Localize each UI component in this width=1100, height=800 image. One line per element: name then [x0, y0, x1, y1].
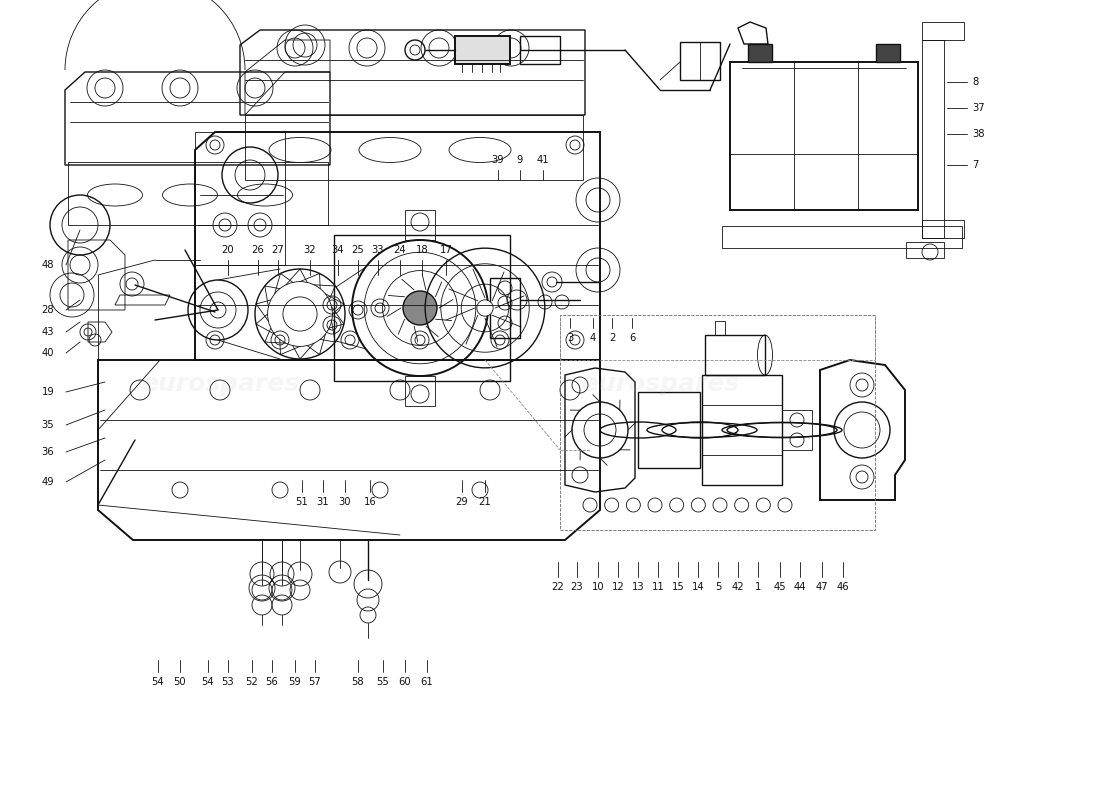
Bar [455, 36, 510, 64]
Text: 53: 53 [222, 677, 234, 687]
Text: eurospares: eurospares [141, 372, 299, 396]
Bar [782, 410, 812, 450]
Text: 39: 39 [492, 155, 504, 165]
Text: 1: 1 [755, 582, 761, 592]
Circle shape [210, 302, 225, 318]
Bar [715, 321, 725, 335]
Text: 25: 25 [352, 245, 364, 255]
Text: 41: 41 [537, 155, 549, 165]
Text: 11: 11 [651, 582, 664, 592]
Bar [922, 40, 944, 238]
Text: 40: 40 [42, 348, 54, 358]
Text: 56: 56 [265, 677, 278, 687]
Text: 50: 50 [174, 677, 186, 687]
Circle shape [403, 291, 437, 325]
Bar [730, 62, 918, 210]
Text: 54: 54 [152, 677, 164, 687]
Text: 16: 16 [364, 497, 376, 507]
Text: 42: 42 [732, 582, 745, 592]
Text: 24: 24 [394, 245, 406, 255]
Text: 10: 10 [592, 582, 604, 592]
Text: 23: 23 [571, 582, 583, 592]
Text: 18: 18 [416, 245, 428, 255]
Text: 14: 14 [692, 582, 704, 592]
Text: 5: 5 [715, 582, 722, 592]
Text: 37: 37 [972, 103, 984, 113]
Text: 61: 61 [420, 677, 433, 687]
Text: 59: 59 [288, 677, 301, 687]
Text: 46: 46 [837, 582, 849, 592]
Text: 12: 12 [612, 582, 625, 592]
Bar [702, 375, 782, 485]
Bar [680, 42, 720, 80]
Text: 48: 48 [42, 260, 54, 270]
Text: eurospares: eurospares [581, 372, 739, 396]
Text: 57: 57 [309, 677, 321, 687]
Text: 7: 7 [972, 160, 978, 170]
Bar [922, 220, 964, 238]
Text: 9: 9 [517, 155, 524, 165]
Bar [922, 22, 964, 40]
Bar [490, 278, 520, 338]
Text: 54: 54 [201, 677, 214, 687]
Text: 8: 8 [972, 77, 978, 87]
Text: 30: 30 [339, 497, 351, 507]
Text: 17: 17 [440, 245, 452, 255]
Text: 33: 33 [372, 245, 384, 255]
Bar [722, 226, 962, 248]
Text: 47: 47 [816, 582, 828, 592]
Text: 31: 31 [317, 497, 329, 507]
Text: 60: 60 [398, 677, 411, 687]
Text: 43: 43 [42, 327, 54, 337]
Text: 34: 34 [332, 245, 344, 255]
Text: 58: 58 [352, 677, 364, 687]
Text: 45: 45 [773, 582, 786, 592]
Bar [560, 315, 874, 530]
Text: 22: 22 [551, 582, 564, 592]
Text: 3: 3 [566, 333, 573, 343]
Text: 21: 21 [478, 497, 492, 507]
Text: 51: 51 [296, 497, 308, 507]
Circle shape [476, 300, 493, 316]
Text: 32: 32 [304, 245, 317, 255]
Text: 55: 55 [376, 677, 389, 687]
Text: 2: 2 [608, 333, 615, 343]
Bar [906, 242, 944, 258]
Text: 27: 27 [272, 245, 285, 255]
Text: 38: 38 [972, 129, 984, 139]
Text: 4: 4 [590, 333, 596, 343]
Text: 13: 13 [631, 582, 645, 592]
Text: 6: 6 [629, 333, 635, 343]
Text: 28: 28 [42, 305, 54, 315]
Text: 19: 19 [42, 387, 54, 397]
Text: 52: 52 [245, 677, 258, 687]
Text: 15: 15 [672, 582, 684, 592]
Bar [520, 36, 560, 64]
Bar [705, 335, 764, 375]
Bar [876, 44, 900, 62]
Text: 35: 35 [42, 420, 54, 430]
Text: 49: 49 [42, 477, 54, 487]
Text: 29: 29 [455, 497, 469, 507]
Text: 20: 20 [222, 245, 234, 255]
Text: 36: 36 [42, 447, 54, 457]
Bar [638, 392, 700, 468]
Bar [748, 44, 772, 62]
Text: 26: 26 [252, 245, 264, 255]
Text: 44: 44 [794, 582, 806, 592]
